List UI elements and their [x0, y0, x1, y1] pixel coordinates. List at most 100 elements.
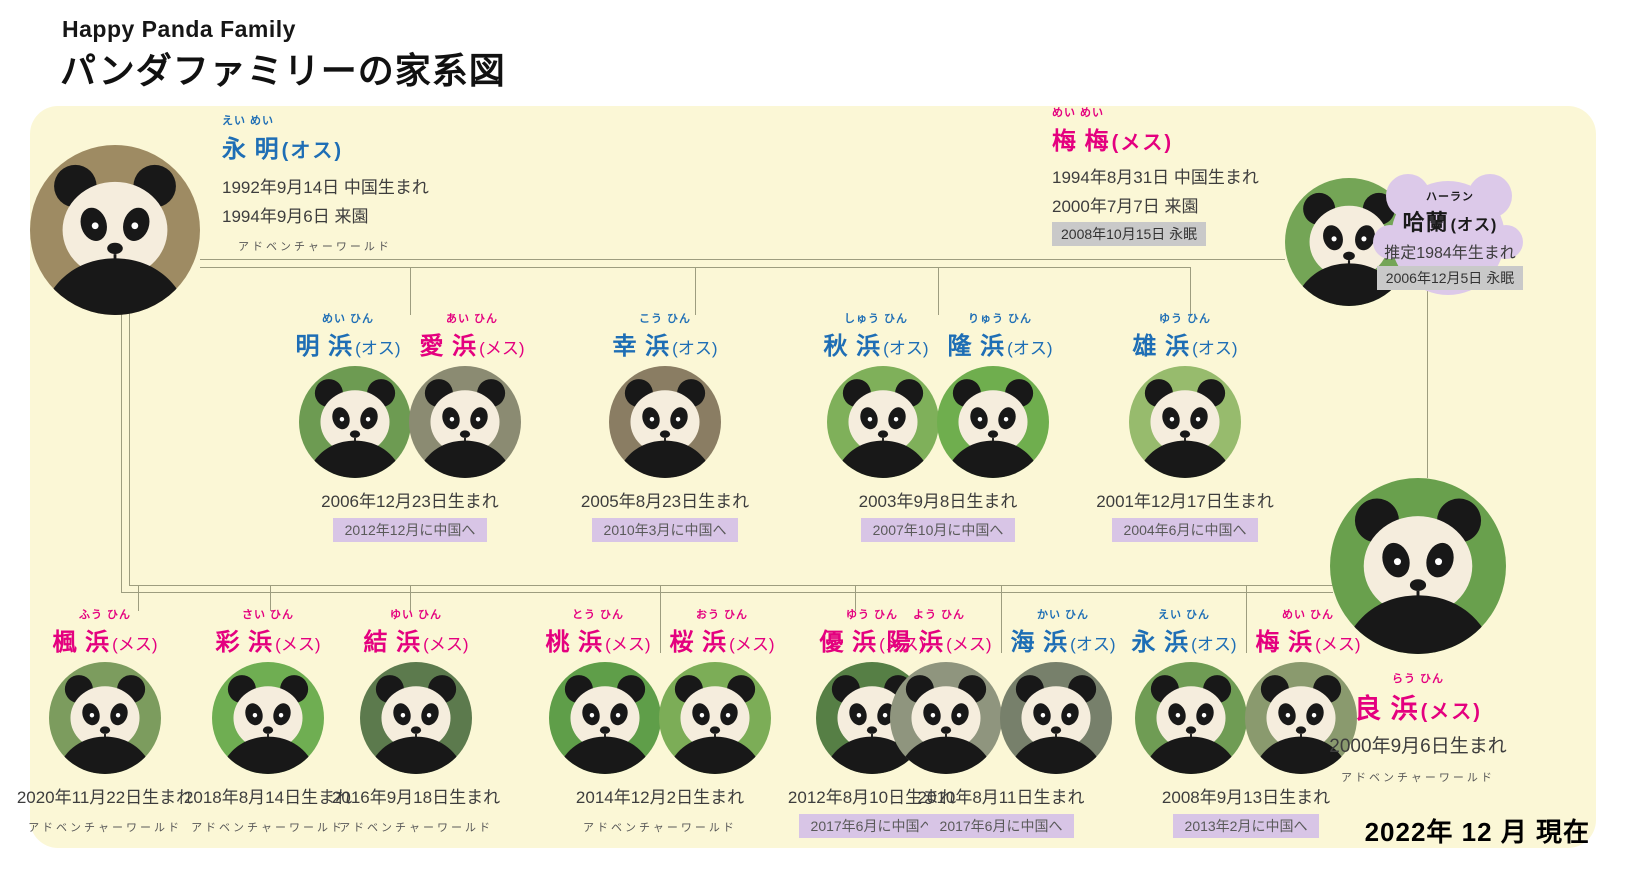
- tree-stem-touhin-ouhin: [660, 585, 661, 653]
- tree-line-children-bottom-lower: [121, 592, 1333, 593]
- panda-name-kouhin: こう ひん 幸 浜 (オス): [612, 313, 718, 360]
- page-title-english: Happy Panda Family: [62, 16, 296, 42]
- eimei-furigana: えい めい: [222, 115, 275, 127]
- youhin-photo: [890, 662, 1002, 774]
- group-shuhin-ryuhin: しゅう ひん 秋 浜 (オス) りゅう ひん 隆 浜 (オス) 2003年9月8日生…: [813, 310, 1063, 542]
- meimei-born: 1994年8月31日 中国生まれ: [1052, 168, 1259, 187]
- born-date: 2003年9月8日生まれ: [858, 492, 1018, 511]
- group-eihin-meihin: えい ひん 永 浜 (オス) めい ひん 梅 浜 (メス) 2008年9月13日生ま…: [1121, 606, 1371, 838]
- moved-to-china-badge: 2017年6月に中国へ: [927, 814, 1075, 838]
- born-date: 2014年12月2日生まれ: [575, 788, 745, 807]
- haran-born: 推定1984年生まれ: [1384, 245, 1516, 262]
- eimei-name: 永 明 (オス): [222, 136, 343, 163]
- haran-info: ハーラン 哈蘭 (オス) 推定1984年生まれ 2006年12月5日 永眠: [1368, 188, 1532, 290]
- meihin-photo: [299, 366, 411, 478]
- kaihin-photo: [1000, 662, 1112, 774]
- eihin-photo: [1135, 662, 1247, 774]
- born-date: 2010年8月11日生まれ: [917, 788, 1085, 807]
- tree-line-children-bottom-upper: [129, 585, 1333, 586]
- panda-name-yuuhin: ゆう ひん 優 浜 (メス): [819, 609, 925, 656]
- panda-name-yuhin: ゆう ひん 雄 浜 (オス): [1132, 313, 1238, 360]
- tree-stem-fuhin: [138, 585, 139, 611]
- tree-stem-eihin-meihin: [1246, 585, 1247, 653]
- eimei-born: 1992年9月14日 中国生まれ: [222, 178, 429, 197]
- group-fuhin: ふう ひん 楓 浜 (メス) 2020年11月22日生まれ アドベンチャーワールド: [17, 606, 193, 835]
- born-date: 2008年9月13日生まれ: [1161, 788, 1331, 807]
- panda-name-meihin-jr: めい ひん 梅 浜 (メス): [1255, 609, 1361, 656]
- eimei-arrived: 1994年9月6日 来園: [222, 207, 369, 226]
- location-label: アドベンチャーワールド: [28, 822, 182, 834]
- tree-stem-youhin-kaihin: [1001, 585, 1002, 653]
- group-youhin-kaihin: よう ひん 陽 浜 (メス) かい ひん 海 浜 (オス) 2010年8月11日生ま…: [876, 606, 1126, 838]
- born-date: 2018年8月14日生まれ: [183, 788, 353, 807]
- ouhin-photo: [659, 662, 771, 774]
- kouhin-photo: [609, 366, 721, 478]
- eimei-location: アドベンチャーワールド: [238, 241, 392, 253]
- meimei-info: めい めい 梅 梅 (メス) 1994年8月31日 中国生まれ 2000年7月7日…: [1052, 104, 1259, 246]
- moved-to-china-badge: 2012年12月に中国へ: [332, 518, 488, 542]
- panda-name-eihin: えい ひん 永 浜 (オス): [1131, 609, 1237, 656]
- moved-to-china-badge: 2004年6月に中国へ: [1111, 518, 1259, 542]
- rauhin-name: 良 浜 (メス): [1354, 694, 1482, 724]
- group-yuhin: ゆう ひん 雄 浜 (オス) 2001年12月17日生まれ 2004年6月に中国へ: [1096, 310, 1274, 542]
- panda-name-fuhin: ふう ひん 楓 浜 (メス): [52, 609, 158, 656]
- aihin-photo: [409, 366, 521, 478]
- tree-line-left-vertical-outer: [121, 313, 122, 593]
- moved-to-china-badge: 2007年10月に中国へ: [860, 518, 1016, 542]
- yuihin-photo: [360, 662, 472, 774]
- ryuhin-photo: [937, 366, 1049, 478]
- as-of-date: 2022年 12 月 現在: [1364, 817, 1590, 847]
- eimei-photo: [30, 145, 200, 315]
- tree-stem-rauhin: [1427, 259, 1428, 478]
- panda-name-yuihin: ゆい ひん 結 浜 (メス): [363, 609, 469, 656]
- born-date: 2016年9月18日生まれ: [331, 788, 501, 807]
- meimei-name: 梅 梅 (メス): [1052, 128, 1173, 155]
- haran-furigana: ハーラン: [1426, 191, 1474, 203]
- tree-stem-meihin-aihin: [410, 267, 411, 315]
- tree-stem-yuihin: [410, 585, 411, 611]
- born-date: 2001年12月17日生まれ: [1096, 492, 1274, 511]
- tree-line-couple-top: [200, 259, 1285, 260]
- born-date: 2020年11月22日生まれ: [16, 788, 194, 807]
- panda-name-kaihin: かい ひん 海 浜 (オス): [1010, 609, 1116, 656]
- location-label: アドベンチャーワールド: [339, 822, 493, 834]
- touhin-photo: [549, 662, 661, 774]
- group-meihin-aihin: めい ひん 明 浜 (オス) あい ひん 愛 浜 (メス) 2006年12月23日生…: [285, 310, 535, 542]
- panda-name-touhin: とう ひん 桃 浜 (メス): [545, 609, 651, 656]
- born-date: 2006年12月23日生まれ: [321, 492, 499, 511]
- panda-name-shuhin: しゅう ひん 秋 浜 (オス): [823, 313, 929, 360]
- haran-died-badge: 2006年12月5日 永眠: [1376, 266, 1524, 290]
- moved-to-china-badge: 2013年2月に中国へ: [1172, 814, 1320, 838]
- saihin-photo: [212, 662, 324, 774]
- rauhin-info: らう ひん 良 浜 (メス) 2000年9月6日生まれ アドベンチャーワールド: [1318, 670, 1518, 785]
- page-title-japanese: パンダファミリーの家系図: [60, 50, 506, 91]
- group-kouhin: こう ひん 幸 浜 (オス) 2005年8月23日生まれ 2010年3月に中国へ: [581, 310, 749, 542]
- moved-to-china-badge: 2010年3月に中国へ: [591, 518, 739, 542]
- panda-name-meihin: めい ひん 明 浜 (オス): [295, 313, 401, 360]
- tree-stem-yuuhin: [855, 585, 856, 611]
- tree-stem-saihin: [270, 585, 271, 611]
- group-saihin: さい ひん 彩 浜 (メス) 2018年8月14日生まれ アドベンチャーワールド: [184, 606, 352, 835]
- born-date: 2005年8月23日生まれ: [580, 492, 750, 511]
- group-touhin-ouhin: とう ひん 桃 浜 (メス) おう ひん 桜 浜 (メス) 2014年12月2日生ま…: [535, 606, 785, 835]
- group-yuihin: ゆい ひん 結 浜 (メス) 2016年9月18日生まれ アドベンチャーワールド: [332, 606, 500, 835]
- meihin-jr-photo: [1245, 662, 1357, 774]
- born-date: 2012年8月10日生まれ: [787, 788, 957, 807]
- panda-name-ryuhin: りゅう ひん 隆 浜 (オス): [947, 313, 1053, 360]
- panda-name-aihin: あい ひん 愛 浜 (メス): [419, 313, 525, 360]
- location-label: アドベンチャーワールド: [191, 822, 345, 834]
- location-label: アドベンチャーワールド: [583, 822, 737, 834]
- meimei-died-badge: 2008年10月15日 永眠: [1052, 222, 1207, 246]
- fuhin-photo: [49, 662, 161, 774]
- moved-to-china-badge: 2017年6月に中国へ: [798, 814, 946, 838]
- panda-name-saihin: さい ひん 彩 浜 (メス): [215, 609, 321, 656]
- meimei-arrived: 2000年7月7日 来園: [1052, 197, 1199, 216]
- eimei-info: えい めい 永 明 (オス) 1992年9月14日 中国生まれ 1994年9月6日…: [222, 112, 429, 254]
- panda-name-youhin: よう ひん 陽 浜 (メス): [886, 609, 992, 656]
- tree-stem-kouhin: [695, 267, 696, 315]
- tree-stem-yuhin: [1190, 267, 1191, 315]
- rauhin-photo: [1330, 478, 1506, 654]
- shuhin-photo: [827, 366, 939, 478]
- rauhin-location: アドベンチャーワールド: [1341, 772, 1495, 784]
